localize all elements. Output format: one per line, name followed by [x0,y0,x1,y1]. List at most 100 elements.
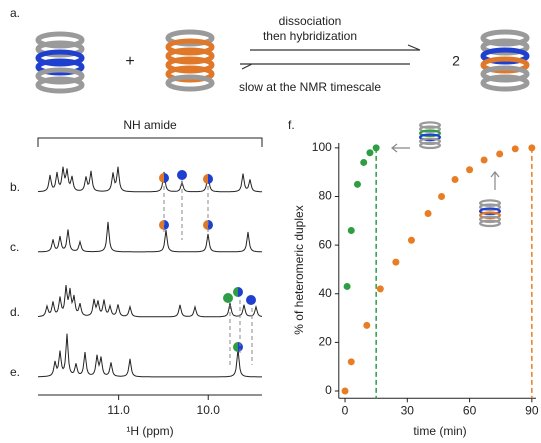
x-tick-label: 90 [525,403,539,417]
nmr-spectrum [37,166,263,193]
helix-turn [165,29,215,47]
signal-marker [164,173,169,183]
signal-marker [164,220,169,230]
helix-turn [165,56,215,74]
signal-marker [238,287,243,297]
data-point [353,180,361,188]
annotation-arrows [391,143,500,190]
signal-marker [208,220,213,230]
helix-turn [418,121,442,129]
arrow-label: dissociation [279,14,342,28]
data-point [347,358,355,366]
panel-label: f. [288,118,295,132]
y-tick-label: 100 [312,140,332,154]
signal-marker [233,342,238,352]
y-tick-label: 20 [318,335,332,349]
signal-marker [182,170,187,180]
signal-marker [233,287,238,297]
signal-marker [246,295,251,305]
nmr-axis-label: ¹H (ppm) [126,424,173,438]
data-point [528,144,536,152]
helix-turn [165,74,215,92]
helix-turn [480,47,530,65]
panel-label: a. [10,6,20,20]
helix-turn [35,76,85,94]
y-axis-label: % of heteromeric duplex [292,205,306,334]
helix-turn [478,199,502,207]
y-tick-label: 0 [325,383,332,397]
helix-turn [480,38,530,56]
nmr-tick-label: 11.0 [107,403,130,417]
signal-marker [228,293,233,303]
helix-turn [35,58,85,76]
helix-turn [480,56,530,74]
signal-marker [159,220,164,230]
spectrum-label: d. [10,305,20,319]
helix-turn [478,219,502,228]
data-point [341,387,349,395]
arrow-label: slow at the NMR timescale [239,80,381,94]
bracket-label: NH amide [123,118,177,132]
plus-sign: + [125,53,134,70]
data-point [407,236,415,244]
data-point [480,156,488,164]
spectrum-label: e. [10,365,20,379]
helix-turn [165,38,215,56]
helix-turn [165,65,215,83]
signal-marker [203,220,208,230]
data-point [372,144,380,152]
helix-turn [35,67,85,85]
x-tick-label: 0 [342,403,349,417]
signal-marker [208,174,213,184]
y-tick-label: 60 [318,237,332,251]
data-point [466,166,474,174]
nmr-spectrum [38,333,262,378]
helix-turn [35,40,85,58]
x-tick-label: 30 [401,403,415,417]
helix-turn [480,65,530,83]
signal-marker [251,295,256,305]
data-point [392,258,400,266]
arrow-label: then hybridization [263,29,357,43]
helix-turn [478,215,502,224]
helix-turn [418,129,442,138]
signal-marker [177,170,182,180]
x-tick-label: 60 [463,403,477,417]
signal-marker [223,293,228,303]
helix-turn [418,141,442,150]
data-point [511,145,519,153]
nmr-spectrum [37,284,263,318]
helix-turn [418,137,442,146]
helix-turn [165,47,215,65]
y-tick-label: 80 [318,189,332,203]
helix-turn [35,49,85,67]
nmr-tick-label: 10.0 [197,403,221,417]
data-point [424,210,432,218]
data-point [363,321,371,329]
helix-turn [480,74,530,92]
coefficient: 2 [452,53,460,69]
helix-turn [418,125,442,133]
helix-turn [478,203,502,211]
helix-turn [480,29,530,47]
bracket [37,137,263,147]
signal-marker [203,174,208,184]
helix-turn [478,207,502,216]
helix-turn [418,133,442,142]
data-point [376,285,384,293]
signal-marker [238,342,243,352]
nmr-spectrum [38,221,262,253]
data-point [496,150,504,158]
spectrum-label: b. [10,180,20,194]
data-point [360,158,368,166]
equilibrium-arrows [240,44,421,70]
helix-turn [35,31,85,49]
data-point [438,192,446,200]
data-point [366,149,374,157]
x-axis-label: time (min) [413,424,466,438]
y-tick-label: 40 [318,286,332,300]
data-point [451,175,459,183]
spectrum-label: c. [10,240,19,254]
data-point [343,282,351,290]
data-point [347,227,355,235]
